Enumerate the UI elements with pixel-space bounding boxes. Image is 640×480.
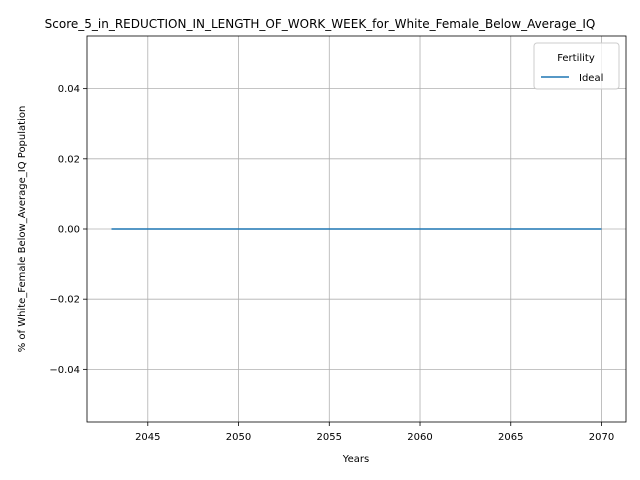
x-tick-label: 2050 xyxy=(226,432,251,443)
y-axis-label: % of White_Female Below_Average_IQ Popul… xyxy=(17,106,28,353)
x-axis-ticks: 2045 2050 2055 2060 2065 2070 xyxy=(135,422,614,443)
x-tick-label: 2065 xyxy=(498,432,523,443)
x-axis-label: Years xyxy=(342,454,369,465)
x-tick-label: 2070 xyxy=(589,432,614,443)
y-tick-label: 0.02 xyxy=(58,154,80,165)
y-tick-label: −0.04 xyxy=(49,365,80,376)
x-tick-label: 2045 xyxy=(135,432,160,443)
y-tick-label: −0.02 xyxy=(49,295,80,306)
legend-title: Fertility xyxy=(557,53,595,64)
chart-title: Score_5_in_REDUCTION_IN_LENGTH_OF_WORK_W… xyxy=(45,17,596,31)
legend: Fertility Ideal xyxy=(533,42,620,90)
x-tick-label: 2060 xyxy=(407,432,432,443)
y-tick-label: 0.04 xyxy=(58,84,80,95)
y-axis-ticks: −0.04 −0.02 0.00 0.02 0.04 xyxy=(49,84,87,376)
legend-box xyxy=(533,42,620,90)
x-tick-label: 2055 xyxy=(317,432,342,443)
y-tick-label: 0.00 xyxy=(58,225,80,236)
legend-label-ideal: Ideal xyxy=(579,73,603,84)
